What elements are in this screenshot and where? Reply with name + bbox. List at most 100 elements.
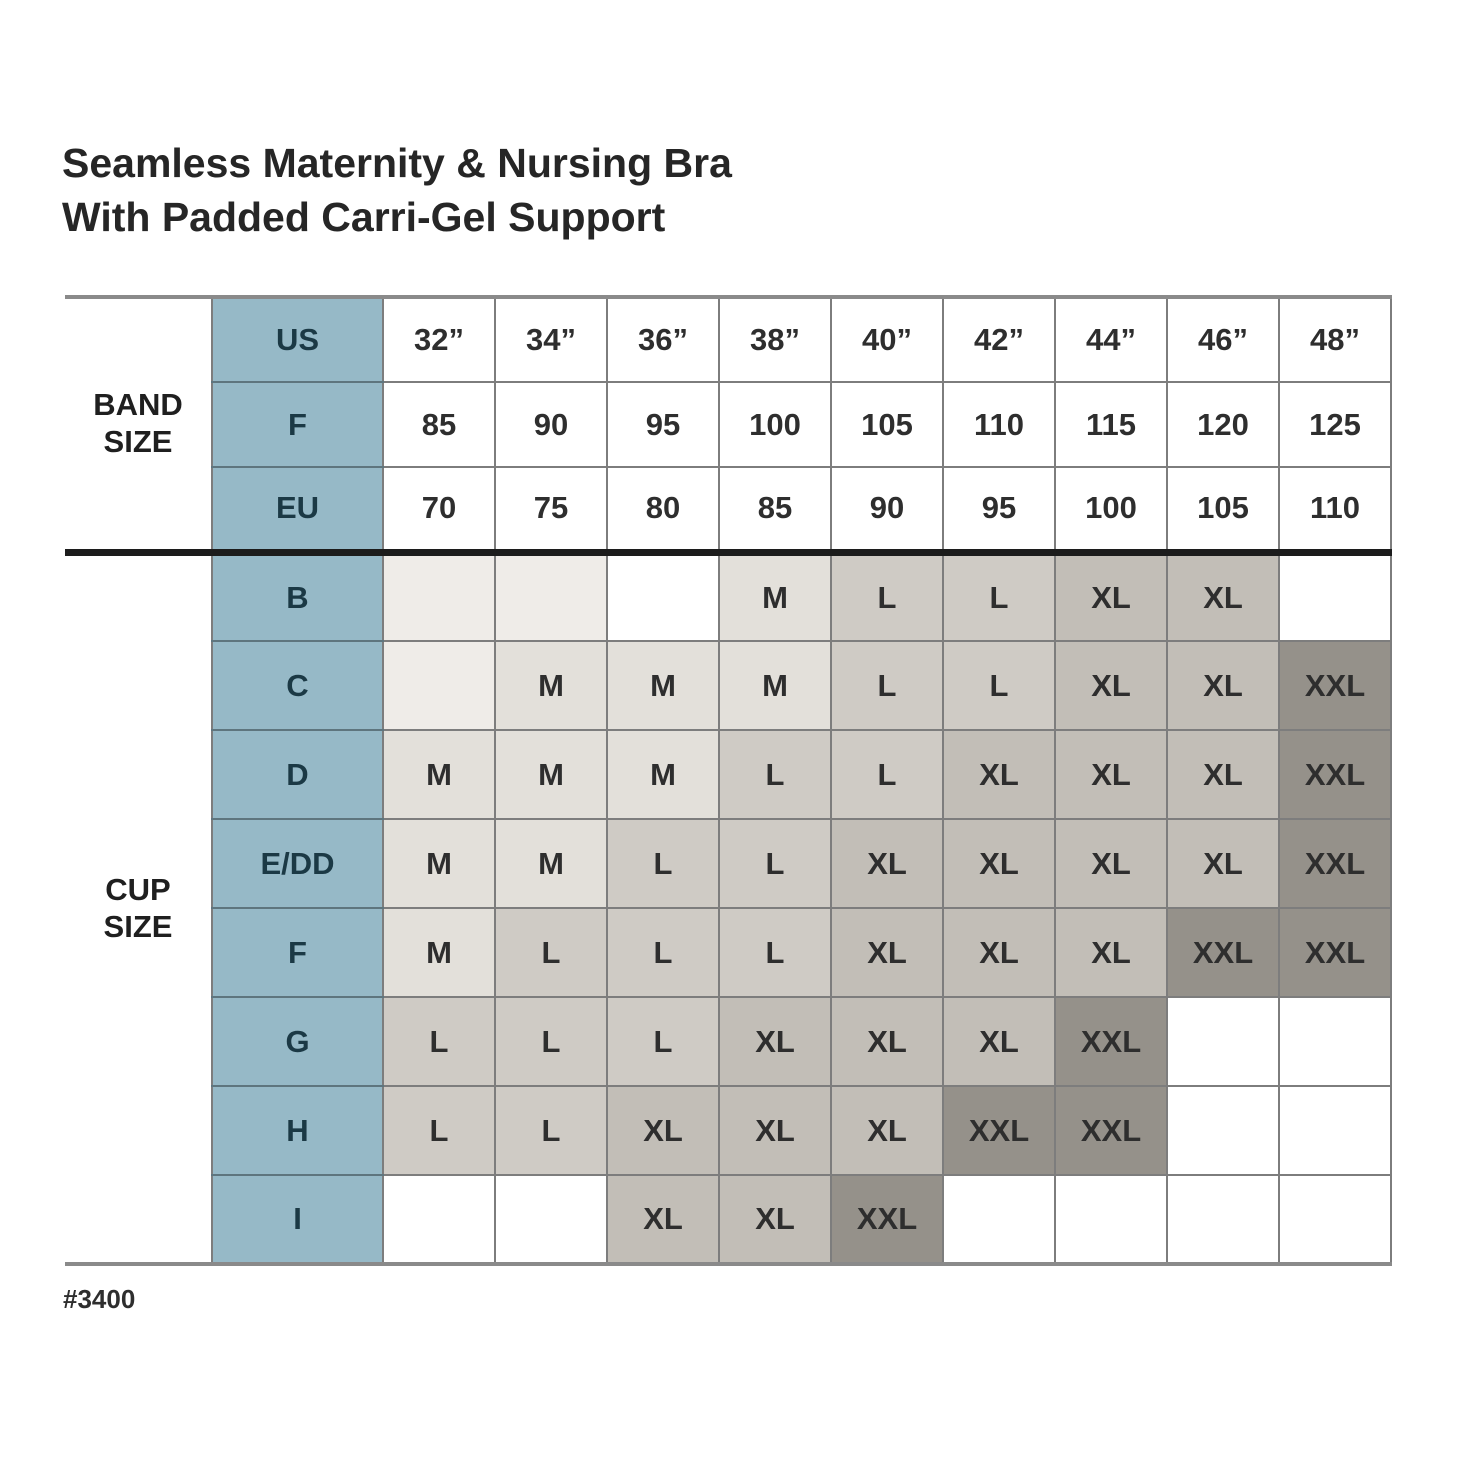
band-value-cell: 125 bbox=[1278, 381, 1392, 468]
cup-size-cell: XXL bbox=[1054, 1085, 1168, 1176]
cup-size-cell bbox=[382, 1174, 496, 1265]
band-row-label: F bbox=[211, 381, 384, 468]
cup-size-cell bbox=[494, 551, 608, 642]
cup-size-cell: XXL bbox=[1278, 640, 1392, 731]
band-value-cell: 115 bbox=[1054, 381, 1168, 468]
cup-size-cell: XL bbox=[1166, 818, 1280, 909]
cup-size-cell: XXL bbox=[1166, 907, 1280, 998]
cup-size-cell: M bbox=[382, 818, 496, 909]
cup-size-cell: XL bbox=[942, 729, 1056, 820]
band-value-cell: 38” bbox=[718, 296, 832, 383]
cup-size-cell: L bbox=[830, 551, 944, 642]
cup-size-cell: XXL bbox=[830, 1174, 944, 1265]
cup-size-cell bbox=[1166, 996, 1280, 1087]
cup-size-cell: L bbox=[718, 729, 832, 820]
cup-size-cell: XXL bbox=[1278, 907, 1392, 998]
cup-size-cell: XL bbox=[606, 1174, 720, 1265]
cup-size-cell bbox=[942, 1174, 1056, 1265]
cup-size-cell: XL bbox=[718, 1085, 832, 1176]
page-title: Seamless Maternity & Nursing Bra With Pa… bbox=[62, 136, 732, 244]
cup-size-cell: XL bbox=[1054, 551, 1168, 642]
band-value-cell: 40” bbox=[830, 296, 944, 383]
band-value-cell: 110 bbox=[1278, 466, 1392, 556]
table-body: BAND SIZE US 32” 34” 36” 38” 40” 42” 44” 46” 48” F 85… bbox=[65, 296, 1392, 1265]
cup-size-cell: XL bbox=[1166, 551, 1280, 642]
band-value-cell: 32” bbox=[382, 296, 496, 383]
cup-size-cell: L bbox=[382, 996, 496, 1087]
band-value-cell: 46” bbox=[1166, 296, 1280, 383]
cup-size-cell bbox=[494, 1174, 608, 1265]
cup-size-cell: M bbox=[494, 818, 608, 909]
cup-size-label-line2: SIZE bbox=[103, 908, 173, 944]
cup-row-label: E/DD bbox=[211, 818, 384, 909]
cup-size-cell: XL bbox=[1166, 729, 1280, 820]
band-row-f: F 85 90 95 100 105 110 115 120 125 bbox=[65, 381, 1392, 468]
cup-size-cell: L bbox=[494, 1085, 608, 1176]
band-value-cell: 90 bbox=[830, 466, 944, 556]
band-value-cell: 36” bbox=[606, 296, 720, 383]
cup-size-cell: L bbox=[830, 729, 944, 820]
cup-size-cell: XL bbox=[942, 907, 1056, 998]
cup-row-label: C bbox=[211, 640, 384, 731]
cup-size-cell: XL bbox=[830, 1085, 944, 1176]
band-value-cell: 44” bbox=[1054, 296, 1168, 383]
cup-size-cell: XL bbox=[1054, 907, 1168, 998]
cup-row-e-dd: E/DD M M L L XL XL XL XL XXL bbox=[65, 818, 1392, 909]
cup-size-cell: M bbox=[382, 729, 496, 820]
cup-size-cell: L bbox=[830, 640, 944, 731]
band-value-cell: 34” bbox=[494, 296, 608, 383]
cup-size-cell: L bbox=[606, 907, 720, 998]
cup-row-b: CUP SIZE B M L L XL XL bbox=[65, 551, 1392, 1264]
band-size-group-label: BAND SIZE bbox=[65, 297, 212, 556]
band-value-cell: 42” bbox=[942, 296, 1056, 383]
band-value-cell: 85 bbox=[718, 466, 832, 556]
cup-row-label: I bbox=[211, 1174, 384, 1265]
cup-size-cell: M bbox=[718, 551, 832, 642]
cup-size-cell: XL bbox=[718, 996, 832, 1087]
cup-size-cell: XL bbox=[1166, 640, 1280, 731]
band-value-cell: 100 bbox=[1054, 466, 1168, 556]
cup-size-cell bbox=[1166, 1085, 1280, 1176]
band-value-cell: 48” bbox=[1278, 296, 1392, 383]
cup-row-c: C M M M L L XL XL XXL bbox=[65, 640, 1392, 731]
cup-size-cell bbox=[382, 551, 496, 642]
cup-size-cell: L bbox=[494, 907, 608, 998]
cup-row-label: D bbox=[211, 729, 384, 820]
band-value-cell: 100 bbox=[718, 381, 832, 468]
band-value-cell: 90 bbox=[494, 381, 608, 468]
cup-size-cell: L bbox=[382, 1085, 496, 1176]
cup-size-cell bbox=[1278, 1174, 1392, 1265]
cup-row-f: F M L L L XL XL XL XXL XXL bbox=[65, 907, 1392, 998]
band-value-cell: 70 bbox=[382, 466, 496, 556]
cup-row-label: F bbox=[211, 907, 384, 998]
cup-size-cell: XL bbox=[942, 996, 1056, 1087]
band-value-cell: 120 bbox=[1166, 381, 1280, 468]
cup-size-group-label: CUP SIZE bbox=[65, 552, 212, 1264]
cup-row-d: D M M M L L XL XL XL XXL bbox=[65, 729, 1392, 820]
cup-size-cell bbox=[606, 551, 720, 642]
band-size-label-line1: BAND bbox=[93, 387, 183, 423]
band-value-cell: 95 bbox=[942, 466, 1056, 556]
cup-size-cell: L bbox=[718, 907, 832, 998]
band-row-us: BAND SIZE US 32” 34” 36” 38” 40” 42” 44” 46” 48” bbox=[65, 296, 1392, 556]
cup-size-label-line1: CUP bbox=[105, 872, 171, 908]
band-row-label: EU bbox=[211, 466, 384, 556]
style-number: #3400 bbox=[63, 1284, 136, 1314]
cup-size-cell: L bbox=[942, 551, 1056, 642]
cup-size-cell: L bbox=[494, 996, 608, 1087]
band-size-label-line2: SIZE bbox=[103, 423, 173, 459]
cup-size-cell: XL bbox=[606, 1085, 720, 1176]
cup-row-g: G L L L XL XL XL XXL bbox=[65, 996, 1392, 1087]
cup-size-cell: M bbox=[494, 729, 608, 820]
band-value-cell: 105 bbox=[830, 381, 944, 468]
cup-size-cell bbox=[1054, 1174, 1168, 1265]
band-row-eu: EU 70 75 80 85 90 95 100 105 110 bbox=[65, 466, 1392, 556]
size-chart-table: BAND SIZE US 32” 34” 36” 38” 40” 42” 44” 46” 48” F 85… bbox=[65, 295, 1392, 1266]
cup-size-cell: L bbox=[606, 996, 720, 1087]
band-value-cell: 85 bbox=[382, 381, 496, 468]
cup-size-cell bbox=[1278, 551, 1392, 642]
cup-size-cell bbox=[1278, 996, 1392, 1087]
cup-size-cell bbox=[382, 640, 496, 731]
cup-row-i: I XL XL XXL bbox=[65, 1174, 1392, 1265]
cup-size-cell: M bbox=[382, 907, 496, 998]
